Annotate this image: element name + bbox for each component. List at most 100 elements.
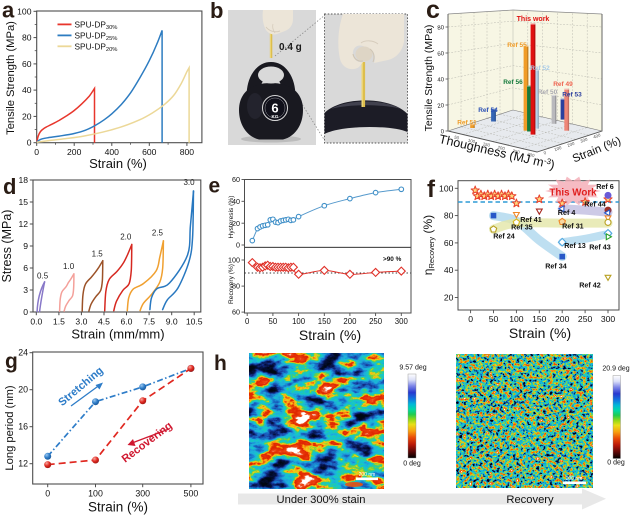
svg-text:Ref 50: Ref 50: [538, 89, 558, 96]
svg-text:12: 12: [18, 459, 28, 469]
svg-text:40: 40: [437, 77, 445, 84]
svg-text:3: 3: [23, 285, 28, 295]
svg-text:800: 800: [180, 147, 195, 157]
svg-text:100: 100: [292, 317, 306, 326]
svg-text:250: 250: [512, 148, 521, 155]
svg-text:2.0: 2.0: [120, 232, 132, 241]
svg-text:Strain (%): Strain (%): [509, 325, 571, 341]
svg-text:>90 %: >90 %: [383, 256, 402, 263]
svg-text:Ref 54: Ref 54: [478, 107, 498, 114]
svg-text:60: 60: [437, 51, 445, 58]
svg-text:150: 150: [532, 314, 547, 324]
svg-text:Ref 53: Ref 53: [562, 92, 582, 99]
svg-text:Tensile Strength (MPa): Tensile Strength (MPa): [423, 25, 435, 132]
svg-text:20.9 deg: 20.9 deg: [602, 366, 629, 373]
svg-text:0: 0: [543, 150, 548, 156]
svg-text:Ref 35: Ref 35: [511, 223, 533, 232]
svg-text:300: 300: [580, 136, 589, 143]
svg-text:This work: This work: [517, 16, 550, 23]
svg-text:Ref 42: Ref 42: [579, 281, 601, 290]
svg-text:200: 200: [343, 317, 357, 326]
svg-text:200 nm: 200 nm: [359, 472, 376, 478]
svg-text:Recovering: Recovering: [120, 420, 175, 466]
svg-text:ηRecovery (%): ηRecovery (%): [421, 215, 436, 275]
svg-text:Ref 51: Ref 51: [457, 120, 477, 127]
svg-text:0 deg: 0 deg: [607, 460, 625, 467]
svg-text:200 nm: 200 nm: [566, 476, 583, 482]
svg-text:80: 80: [437, 25, 445, 32]
svg-text:Ref 55: Ref 55: [507, 42, 527, 49]
svg-text:50: 50: [269, 317, 278, 326]
svg-text:300: 300: [601, 314, 616, 324]
svg-text:Ref 52: Ref 52: [530, 65, 550, 72]
svg-text:Ref 44: Ref 44: [584, 199, 606, 208]
svg-text:9.0: 9.0: [166, 317, 178, 327]
svg-text:300: 300: [135, 489, 150, 499]
svg-text:Tensile Strength (MPa): Tensile Strength (MPa): [5, 21, 17, 135]
svg-text:Ref 56: Ref 56: [503, 79, 523, 86]
svg-text:h: h: [214, 352, 227, 375]
svg-text:d: d: [3, 174, 16, 199]
svg-text:Strain (%): Strain (%): [299, 327, 361, 343]
svg-text:9.57 deg: 9.57 deg: [399, 365, 426, 372]
svg-text:60: 60: [444, 238, 454, 248]
svg-text:This Work: This Work: [549, 188, 597, 199]
svg-text:400: 400: [105, 147, 120, 157]
svg-text:16: 16: [18, 422, 28, 432]
svg-text:100: 100: [509, 314, 524, 324]
svg-text:KG: KG: [272, 114, 279, 119]
svg-text:f: f: [427, 176, 436, 203]
svg-text:100: 100: [88, 489, 103, 499]
svg-text:7.5: 7.5: [143, 317, 155, 327]
svg-text:100: 100: [228, 256, 240, 265]
svg-text:3.0: 3.0: [75, 317, 87, 327]
svg-text:6.0: 6.0: [121, 317, 133, 327]
svg-text:SPU-DP20%: SPU-DP20%: [75, 41, 118, 53]
svg-text:Ref 4: Ref 4: [558, 208, 576, 217]
svg-text:Ref 13: Ref 13: [564, 241, 586, 250]
svg-text:40: 40: [22, 85, 32, 95]
svg-text:20: 20: [18, 385, 28, 395]
svg-text:80: 80: [232, 282, 240, 291]
svg-text:0: 0: [34, 147, 39, 157]
svg-text:18: 18: [18, 175, 28, 185]
svg-text:100: 100: [554, 145, 563, 152]
svg-text:0: 0: [27, 138, 32, 148]
svg-text:20: 20: [437, 103, 445, 110]
svg-text:20: 20: [22, 111, 32, 121]
svg-text:1.0: 1.0: [63, 262, 75, 271]
svg-text:0: 0: [440, 129, 445, 135]
svg-text:0.5: 0.5: [37, 271, 49, 280]
svg-text:400: 400: [593, 132, 602, 139]
svg-text:1.5: 1.5: [53, 317, 65, 327]
svg-text:Hysteresis (%): Hysteresis (%): [228, 196, 235, 239]
svg-text:4.5: 4.5: [98, 317, 110, 327]
svg-text:a: a: [2, 0, 15, 23]
svg-text:9: 9: [23, 241, 28, 251]
svg-text:40: 40: [444, 265, 454, 275]
svg-text:Strain (mm/mm): Strain (mm/mm): [71, 327, 164, 342]
svg-text:20: 20: [232, 219, 240, 228]
svg-text:40: 40: [232, 197, 240, 206]
svg-text:0: 0: [23, 307, 28, 317]
svg-text:0.4 g: 0.4 g: [279, 42, 302, 53]
svg-text:0: 0: [236, 241, 240, 250]
svg-text:Under 300% stain: Under 300% stain: [277, 494, 366, 506]
svg-text:Recovery: Recovery: [506, 494, 554, 506]
svg-text:2.5: 2.5: [152, 228, 164, 237]
svg-text:100: 100: [17, 6, 32, 16]
svg-text:Ref 31: Ref 31: [562, 221, 584, 230]
svg-text:Ref 43: Ref 43: [589, 243, 611, 252]
svg-text:80: 80: [444, 211, 454, 221]
svg-text:Ref 49: Ref 49: [553, 81, 573, 88]
svg-text:60: 60: [22, 59, 32, 69]
svg-text:200: 200: [567, 141, 576, 148]
svg-text:0.0: 0.0: [30, 317, 42, 327]
svg-text:0: 0: [468, 314, 473, 324]
svg-text:Ref 41: Ref 41: [520, 215, 542, 224]
svg-text:100: 100: [467, 138, 476, 145]
svg-text:250: 250: [369, 317, 383, 326]
svg-text:200: 200: [67, 147, 82, 157]
svg-text:Long period (nm): Long period (nm): [4, 385, 16, 470]
svg-text:250: 250: [578, 314, 593, 324]
